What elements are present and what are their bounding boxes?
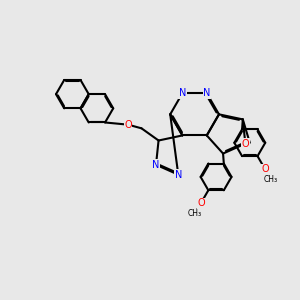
Text: O: O [242, 139, 249, 148]
Text: N: N [179, 88, 186, 98]
Text: N: N [203, 88, 211, 98]
Text: N: N [175, 170, 182, 180]
Text: CH₃: CH₃ [264, 175, 278, 184]
Text: CH₃: CH₃ [188, 209, 202, 218]
Text: O: O [197, 198, 205, 208]
Text: O: O [124, 120, 132, 130]
Text: O: O [261, 164, 269, 174]
Text: N: N [152, 160, 160, 170]
